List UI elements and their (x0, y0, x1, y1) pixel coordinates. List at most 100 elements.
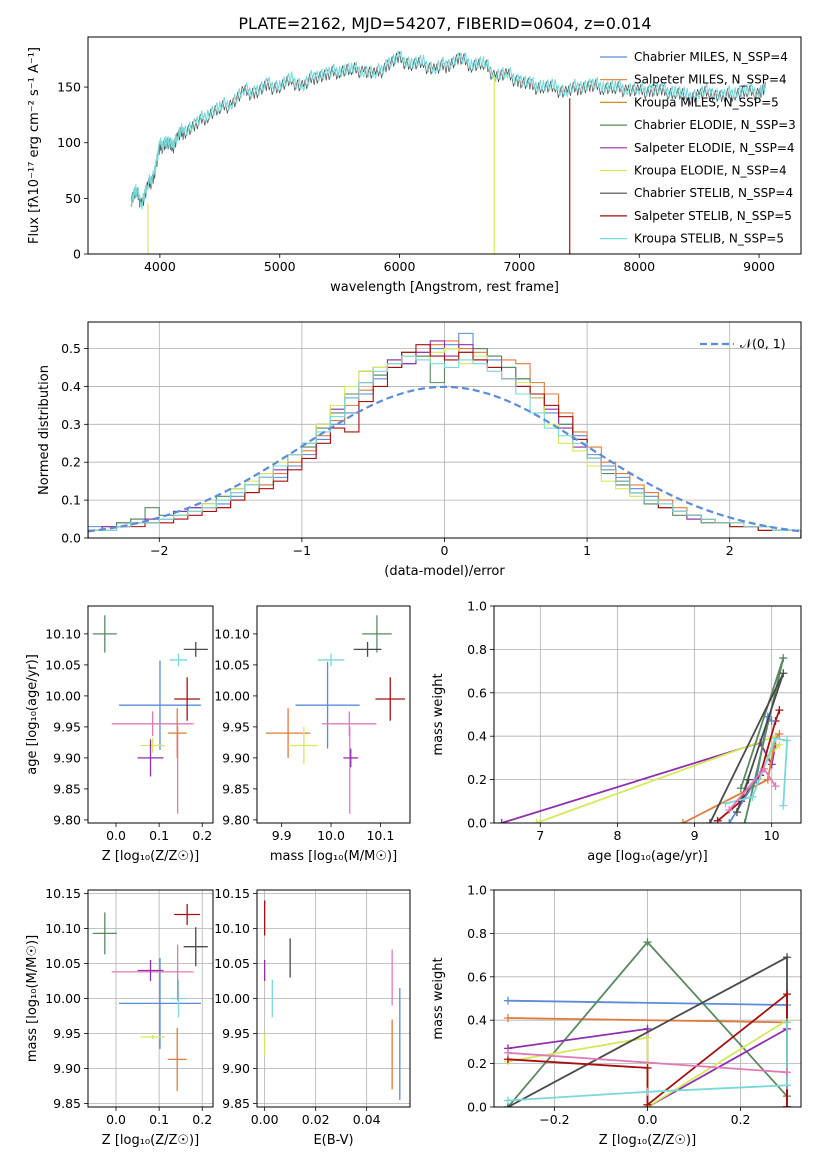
x-tick-label: 10 (764, 828, 780, 843)
x-axis-label: Z [log₁₀(Z/Z☉)] (102, 849, 199, 864)
axes-frame (87, 321, 802, 539)
x-tick-label: 9 (691, 828, 699, 843)
panel-weight_vs_age: 7 8 9 10 0.0 0.2 0.4 0.6 0.8 1.0 age [log₁₀(age/yr… (431, 599, 802, 864)
y-tick-label: 10.05 (45, 956, 81, 971)
x-tick-label: 0.1 (149, 828, 169, 843)
y-axis-label: mass weight (431, 957, 446, 1039)
x-axis-label: age [log₁₀(age/yr)] (587, 849, 708, 864)
y-tick-label: 9.95 (222, 1026, 250, 1041)
y-tick-label: 0.0 (467, 1100, 487, 1115)
y-tick-label: 100 (57, 135, 81, 150)
plot-area (88, 332, 801, 538)
y-tick-label: 10.10 (214, 626, 250, 641)
axes-frame (87, 605, 214, 824)
weight-series (501, 741, 777, 823)
weight-marker (643, 938, 652, 947)
panel-mass_vs_Z: 0.0 0.1 0.2 9.85 9.90 9.95 10.00 10.05 10.10 10.1… (25, 886, 214, 1148)
weight-marker (779, 669, 788, 678)
y-tick-label: 0.4 (467, 729, 487, 744)
weight-marker (771, 734, 780, 743)
plot-area (92, 904, 208, 1091)
weight-marker (775, 740, 784, 749)
weight-marker (503, 996, 512, 1005)
x-axis-label: Z [log₁₀(Z/Z☉)] (102, 1133, 199, 1148)
legend-label: Kroupa ELODIE, N_SSP=4 (634, 164, 787, 178)
weight-marker (775, 730, 784, 739)
weight-marker (783, 990, 792, 999)
weight-marker (783, 1081, 792, 1090)
x-tick-label: 7000 (503, 259, 535, 274)
weight-marker (713, 816, 722, 823)
weight-series (507, 1022, 788, 1102)
weight-marker (678, 819, 687, 823)
x-tick-label: 10.0 (317, 828, 345, 843)
legend-label: Chabrier STELIB, N_SSP=4 (634, 186, 793, 200)
y-tick-label: 9.90 (53, 750, 81, 765)
weight-marker (732, 808, 741, 817)
x-tick-label: 9.9 (272, 828, 292, 843)
panel-residuals: −2 −1 0 1 2 0.0 0.1 0.2 0.3 0.4 0.5 (data-model)/er… (37, 321, 802, 579)
y-tick-label: 0.2 (467, 1056, 487, 1071)
x-axis-label: wavelength [Angstrom, rest frame] (330, 280, 559, 295)
y-tick-label: 0.1 (61, 493, 81, 508)
y-tick-label: 10.10 (214, 921, 250, 936)
x-tick-label: 0.0 (106, 1112, 126, 1127)
y-tick-label: 0.8 (467, 926, 487, 941)
panel-age_vs_Z: 0.0 0.1 0.2 9.80 9.85 9.90 9.95 10.00 10.05 10.10… (25, 605, 214, 864)
x-tick-label: −2 (150, 543, 168, 558)
x-tick-label: 9000 (743, 259, 775, 274)
x-tick-label: 6000 (384, 259, 416, 274)
x-tick-label: 0.2 (192, 828, 212, 843)
weight-marker (775, 706, 784, 715)
y-tick-label: 9.85 (53, 781, 81, 796)
y-tick-label: 0.3 (61, 417, 81, 432)
plot-area (265, 615, 406, 814)
legend-label: Salpeter ELODIE, N_SSP=4 (634, 141, 795, 155)
x-tick-label: 0.2 (192, 1112, 212, 1127)
weight-marker (783, 1103, 792, 1107)
y-tick-label: 9.95 (53, 719, 81, 734)
y-tick-label: 0.0 (467, 816, 487, 831)
plot-area (497, 654, 792, 823)
y-tick-label: 0.6 (467, 685, 487, 700)
y-tick-label: 10.00 (214, 991, 250, 1006)
y-tick-label: 10.10 (45, 921, 81, 936)
panel-mass_vs_EBV: 0.00 0.02 0.04 9.85 9.90 9.95 10.00 10.05 10.10 1… (214, 886, 411, 1148)
legend-label: 𝒩(0, 1) (740, 336, 786, 351)
x-tick-label: 0.02 (302, 1112, 330, 1127)
y-tick-label: 10.15 (214, 886, 250, 901)
y-tick-label: 1.0 (467, 599, 487, 614)
weight-marker (779, 654, 788, 663)
axes-frame (87, 36, 802, 255)
y-tick-label: 10.10 (45, 626, 81, 641)
weight-marker (783, 1018, 792, 1027)
weight-marker (532, 819, 541, 823)
weight-marker (643, 1033, 652, 1042)
gaussian-curve (88, 385, 801, 533)
y-tick-label: 50 (65, 191, 81, 206)
panel-age_vs_mass: 9.9 10.0 10.1 9.80 9.85 9.90 9.95 10.00 10.05 10.… (214, 605, 411, 864)
legend-label: Kroupa MILES, N_SSP=5 (634, 95, 779, 109)
y-axis-label: Normed distribution (37, 365, 52, 495)
legend-label: Kroupa STELIB, N_SSP=5 (634, 232, 784, 246)
weight-marker (725, 805, 734, 814)
weight-marker (736, 784, 745, 793)
weight-marker (783, 736, 792, 745)
axes-frame (87, 889, 214, 1108)
y-tick-label: 10.05 (45, 657, 81, 672)
axes-frame (256, 605, 411, 824)
x-axis-label: (data-model)/error (384, 564, 505, 579)
weight-series (709, 672, 785, 823)
y-tick-label: 0.0 (61, 531, 81, 546)
figure-title: PLATE=2162, MJD=54207, FIBERID=0604, z=0… (238, 14, 651, 33)
y-axis-label: age [log₁₀(age/yr)] (25, 654, 40, 775)
legend-label: Chabrier ELODIE, N_SSP=3 (634, 118, 796, 132)
x-axis-label: Z [log₁₀(Z/Z☉)] (599, 1133, 696, 1148)
x-tick-label: 1 (583, 543, 591, 558)
spectrum-series (130, 50, 766, 210)
y-tick-label: 9.80 (222, 812, 250, 827)
legend-label: Salpeter MILES, N_SSP=4 (634, 73, 787, 87)
weight-marker (771, 782, 780, 791)
x-axis-label: mass [log₁₀(M/M☉)] (270, 849, 397, 864)
